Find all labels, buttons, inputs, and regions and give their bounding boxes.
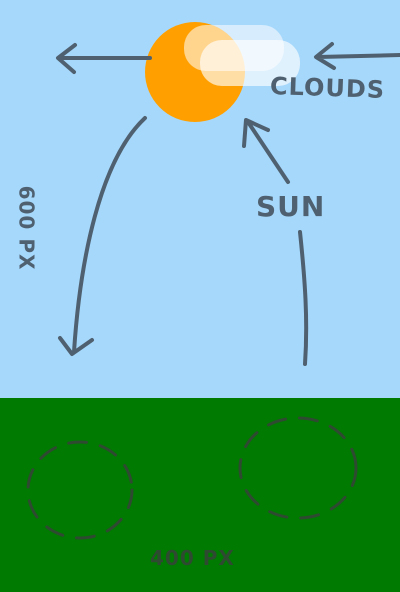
up-arrow-icon <box>242 118 290 184</box>
cloud-front <box>200 40 300 86</box>
clouds-label: CLOUDS <box>269 71 386 105</box>
dashed-circles <box>26 416 358 540</box>
vertical-stroke <box>298 230 309 366</box>
right-arrow-icon <box>314 42 400 70</box>
sun-label: SUN <box>256 190 326 223</box>
dashed-circle-right <box>238 416 358 520</box>
ink-strokes <box>56 42 400 366</box>
left-arrow-icon <box>56 43 152 74</box>
grass <box>0 398 400 592</box>
width-label: 400 PX <box>150 546 235 570</box>
height-label: 600 PX <box>14 185 39 271</box>
dashed-circle-left <box>26 440 134 540</box>
down-curve-arrow-icon <box>58 116 147 356</box>
